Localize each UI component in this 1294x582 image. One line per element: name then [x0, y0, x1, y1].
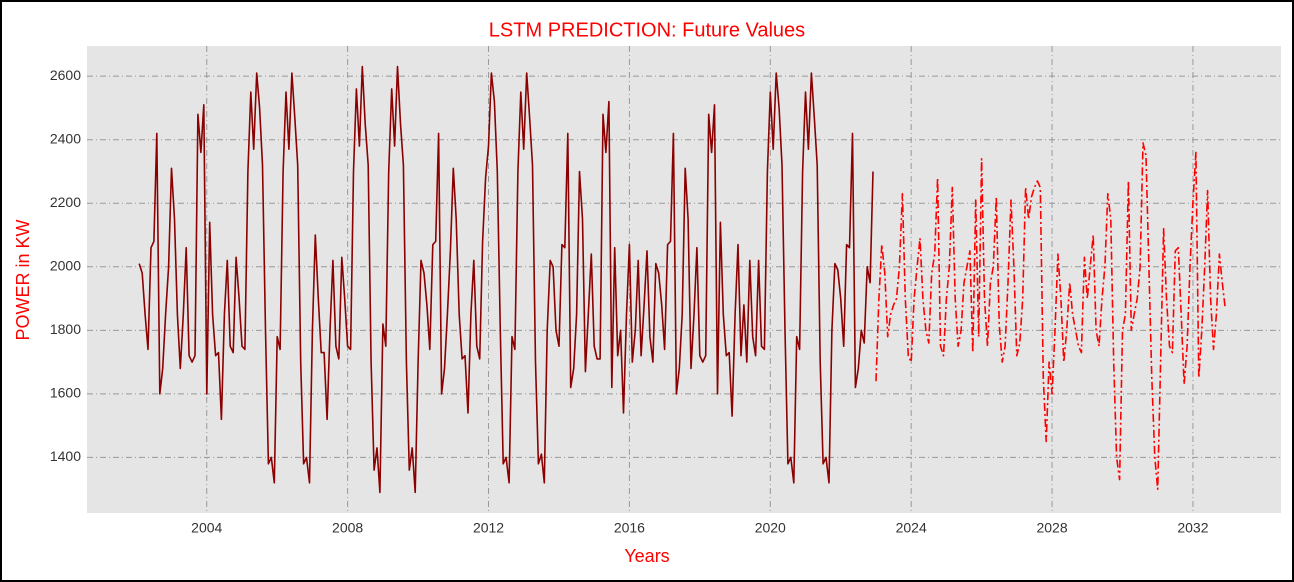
x-tick-label: 2032 [1177, 520, 1208, 536]
x-tick-label: 2024 [896, 520, 927, 536]
x-tick-label: 2028 [1036, 520, 1067, 536]
series-line [875, 142, 1226, 490]
y-tick-label: 1600 [50, 385, 81, 401]
y-tick-label: 1800 [50, 321, 81, 337]
x-tick-label: 2004 [191, 520, 222, 536]
y-axis-label: POWER in KW [13, 219, 33, 340]
plot-area [87, 46, 1281, 513]
x-tick-label: 2020 [755, 520, 786, 536]
chart-title: LSTM PREDICTION: Future Values [489, 19, 805, 41]
x-axis-label: Years [624, 546, 669, 566]
x-tick-label: 2016 [614, 520, 645, 536]
y-tick-label: 2000 [50, 257, 81, 273]
y-tick-label: 2400 [50, 130, 81, 146]
x-tick-label: 2012 [473, 520, 504, 536]
y-tick-label: 2200 [50, 194, 81, 210]
y-tick-label: 2600 [50, 67, 81, 83]
series-line [138, 65, 874, 494]
x-tick-label: 2008 [332, 520, 363, 536]
y-tick-label: 1400 [50, 448, 81, 464]
